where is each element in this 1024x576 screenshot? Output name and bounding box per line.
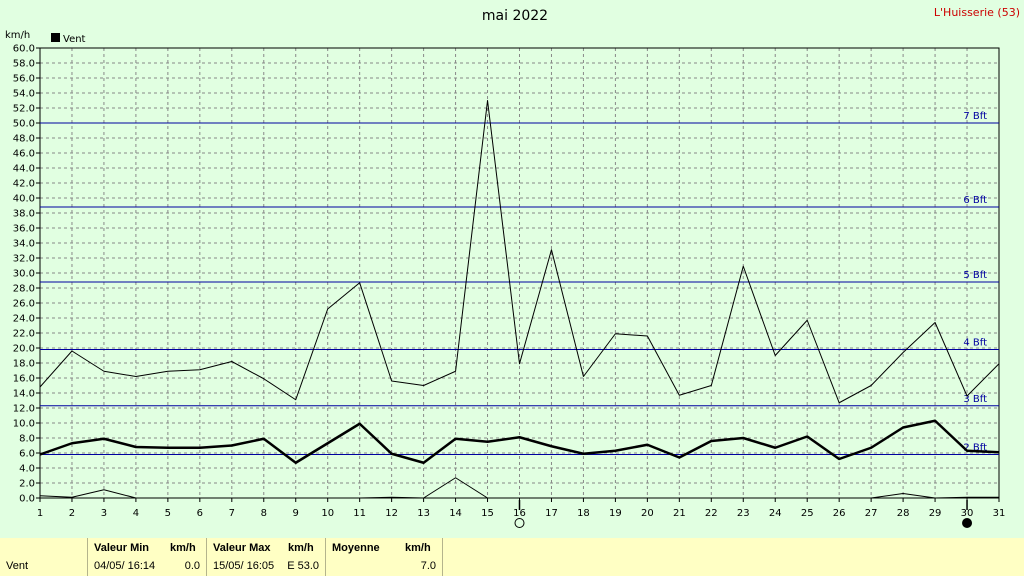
x-tick-label: 15: [481, 508, 494, 519]
x-tick-label: 5: [165, 508, 171, 519]
x-tick-label: 10: [321, 508, 334, 519]
station-name: L'Huisserie (53): [934, 6, 1020, 19]
y-tick-label: 42.0: [13, 179, 35, 190]
y-tick-label: 18.0: [13, 359, 35, 370]
y-tick-label: 58.0: [13, 59, 35, 70]
x-tick-label: 3: [101, 508, 107, 519]
y-tick-label: 50.0: [13, 119, 35, 130]
x-tick-label: 11: [353, 508, 366, 519]
y-tick-label: 44.0: [13, 164, 35, 175]
stats-avg-unit: km/h: [405, 542, 431, 554]
beaufort-label: 6 Bft: [963, 195, 987, 206]
chart-title: mai 2022: [482, 8, 548, 24]
stats-avg-value: 7.0: [420, 560, 436, 572]
x-tick-label: 24: [769, 508, 782, 519]
x-tick-label: 26: [833, 508, 846, 519]
y-tick-label: 26.0: [13, 299, 35, 310]
y-tick-label: 34.0: [13, 239, 35, 250]
y-tick-label: 52.0: [13, 104, 35, 115]
series-line-mean: [39, 419, 1000, 464]
stats-min-cell: Valeur Min km/h 04/05/ 16:14 0.0: [87, 538, 206, 576]
y-tick-label: 24.0: [13, 314, 35, 325]
stats-min-value: 0.0: [184, 560, 200, 572]
x-tick-label: 25: [801, 508, 814, 519]
x-tick-label: 21: [673, 508, 686, 519]
plot-area: 0.0 2.0 4.0 6.0 8.0 10.0 12.0 14.0 16.0 18.0 20.0 2…: [13, 44, 1006, 528]
stats-max-unit: km/h: [288, 542, 314, 554]
moon-phase-new-icon: [962, 518, 973, 528]
stats-panel: Vent Valeur Min km/h 04/05/ 16:14 0.0 Va…: [0, 538, 1024, 576]
beaufort-label: 7 Bft: [963, 111, 987, 122]
stats-row-label: Vent: [6, 560, 29, 572]
stats-divider: [442, 538, 443, 576]
y-tick-label: 38.0: [13, 209, 35, 220]
x-tick-label: 16: [513, 508, 526, 519]
x-tick-label: 29: [929, 508, 942, 519]
x-tick-label: 9: [293, 508, 299, 519]
y-tick-label: 2.0: [19, 479, 35, 490]
series-line-max: [39, 100, 1000, 404]
moon-phase-full-icon: [514, 518, 525, 528]
stats-max-date: 15/05/ 16:05: [213, 560, 275, 572]
stats-max-value: E 53.0: [287, 560, 319, 572]
beaufort-label: 3 Bft: [963, 394, 987, 405]
beaufort-label: 4 Bft: [963, 338, 987, 349]
y-tick-label: 20.0: [13, 344, 35, 355]
y-tick-label: 12.0: [13, 404, 35, 415]
x-tick-label: 27: [865, 508, 878, 519]
y-tick-label: 22.0: [13, 329, 35, 340]
stats-min-unit: km/h: [170, 542, 196, 554]
y-tick-label: 54.0: [13, 89, 35, 100]
y-tick-label: 0.0: [19, 494, 35, 505]
x-tick-label: 20: [641, 508, 654, 519]
y-tick-label: 60.0: [13, 44, 35, 55]
x-tick-label: 7: [229, 508, 235, 519]
y-tick-label: 30.0: [13, 269, 35, 280]
wind-chart: mai 2022 L'Huisserie (53) km/h Vent 0.0 2…: [5, 6, 1020, 528]
y-tick-label: 48.0: [13, 134, 35, 145]
x-tick-label: 30: [961, 508, 974, 519]
legend-swatch-vent: [51, 33, 60, 42]
y-axis-unit: km/h: [5, 30, 30, 41]
stats-max-header: Valeur Max: [213, 542, 271, 554]
legend-label-vent: Vent: [63, 34, 86, 45]
y-tick-label: 46.0: [13, 149, 35, 160]
x-tick-label: 2: [69, 508, 75, 519]
y-tick-label: 28.0: [13, 284, 35, 295]
y-tick-label: 56.0: [13, 74, 35, 85]
stats-max-cell: Valeur Max km/h 15/05/ 16:05 E 53.0: [206, 538, 325, 576]
x-tick-label: 19: [609, 508, 622, 519]
x-tick-label: 14: [449, 508, 462, 519]
y-tick-label: 40.0: [13, 194, 35, 205]
y-tick-label: 4.0: [19, 464, 35, 475]
y-tick-label: 8.0: [19, 434, 35, 445]
x-tick-label: 4: [133, 508, 139, 519]
x-tick-label: 8: [261, 508, 267, 519]
y-tick-label: 14.0: [13, 389, 35, 400]
x-tick-label: 18: [577, 508, 590, 519]
x-tick-label: 6: [197, 508, 203, 519]
x-tick-label: 1: [37, 508, 43, 519]
x-tick-label: 23: [737, 508, 750, 519]
stats-avg-cell: Moyenne km/h 7.0: [325, 538, 442, 576]
stats-min-header: Valeur Min: [94, 542, 150, 554]
y-tick-label: 10.0: [13, 419, 35, 430]
x-tick-label: 17: [545, 508, 558, 519]
x-tick-label: 13: [417, 508, 430, 519]
y-tick-label: 32.0: [13, 254, 35, 265]
series-line-min: [39, 477, 999, 499]
x-tick-label: 31: [993, 508, 1006, 519]
y-tick-label: 36.0: [13, 224, 35, 235]
x-tick-label: 22: [705, 508, 718, 519]
x-tick-label: 28: [897, 508, 910, 519]
stats-avg-header: Moyenne: [332, 542, 380, 554]
beaufort-label: 5 Bft: [963, 270, 987, 281]
x-tick-label: 12: [385, 508, 398, 519]
stats-min-date: 04/05/ 16:14: [94, 560, 156, 572]
y-tick-label: 16.0: [13, 374, 35, 385]
beaufort-label: 2 Bft: [963, 443, 987, 454]
y-tick-label: 6.0: [19, 449, 35, 460]
